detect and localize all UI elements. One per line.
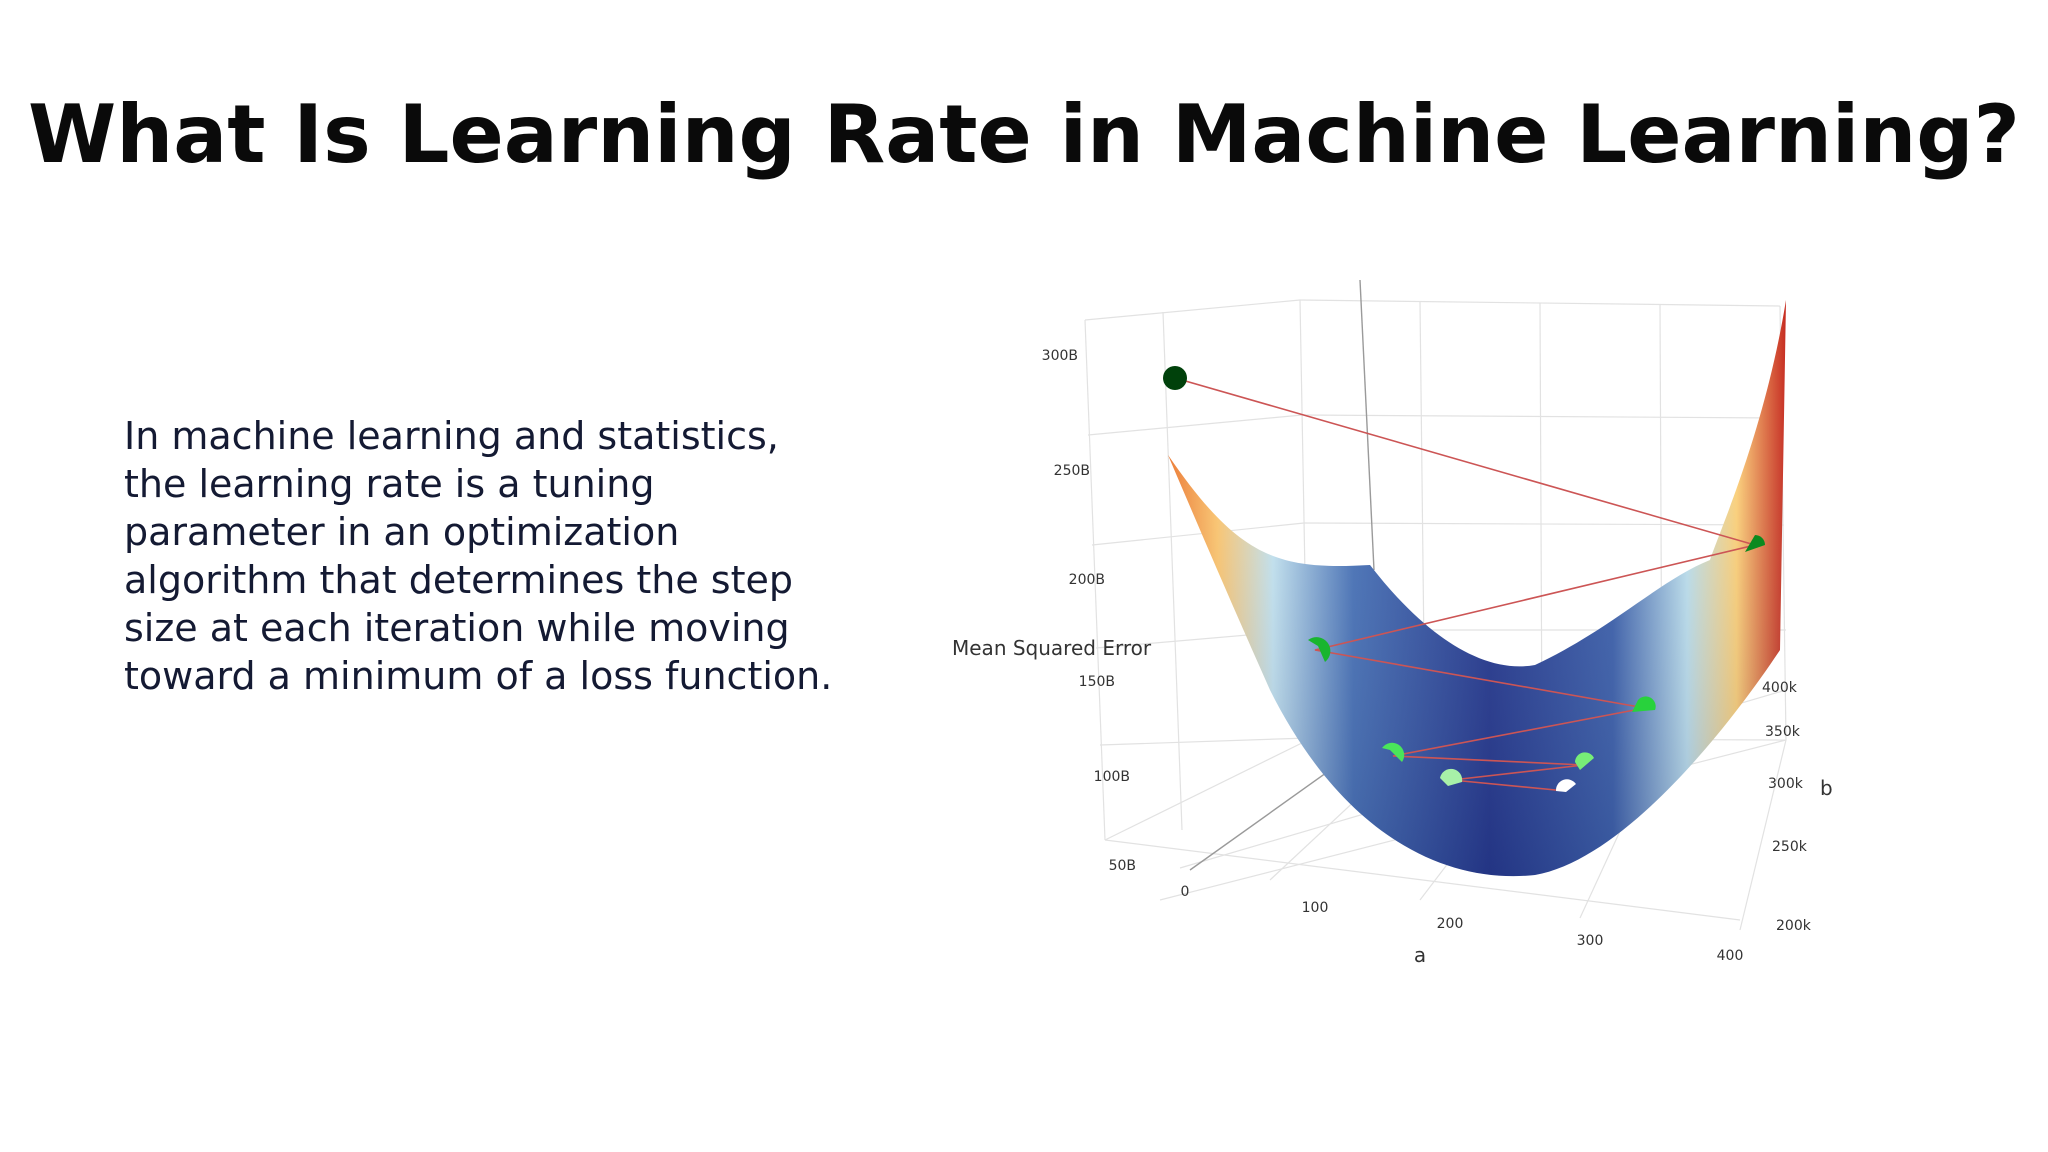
- descent-point: [1745, 535, 1765, 552]
- z-tick-label: 50B: [1109, 858, 1136, 874]
- descent-point: [1163, 366, 1187, 390]
- descent-point: [1575, 752, 1594, 770]
- descent-point: [1382, 742, 1405, 762]
- x-tick-label: 300: [1577, 933, 1604, 949]
- x-axis-ticks: 0 100 200 300 400: [1181, 884, 1744, 964]
- slide-body-text: In machine learning and statistics, the …: [124, 414, 833, 698]
- z-axis-ticks: 300B 250B 200B 150B 100B 50B: [1042, 348, 1136, 874]
- y-axis-ticks: 400k 350k 300k 250k 200k: [1762, 680, 1812, 934]
- y-axis-title: b: [1820, 776, 1833, 800]
- y-tick-label: 350k: [1765, 724, 1801, 740]
- x-axis-title: a: [1414, 943, 1426, 967]
- z-tick-label: 250B: [1054, 463, 1090, 479]
- descent-path-line: [1174, 377, 1759, 792]
- descent-points: [1163, 366, 1765, 792]
- descent-point: [1308, 637, 1331, 662]
- loss-surface-chart: 300B 250B 200B 150B 100B 50B Mean Square…: [952, 279, 1833, 967]
- descent-point: [1632, 696, 1656, 712]
- slide-title: What Is Learning Rate in Machine Learnin…: [28, 88, 2020, 181]
- y-tick-label: 200k: [1776, 918, 1812, 934]
- x-tick-label: 200: [1437, 916, 1464, 932]
- x-tick-label: 100: [1302, 900, 1329, 916]
- z-axis-title: Mean Squared Error: [952, 636, 1152, 660]
- z-tick-label: 150B: [1079, 674, 1115, 690]
- y-tick-label: 400k: [1762, 680, 1798, 696]
- y-tick-label: 250k: [1772, 839, 1808, 855]
- x-tick-label: 400: [1717, 948, 1744, 964]
- z-tick-label: 100B: [1094, 769, 1130, 785]
- z-tick-label: 200B: [1069, 572, 1105, 588]
- y-tick-label: 300k: [1768, 776, 1804, 792]
- x-tick-label: 0: [1181, 884, 1190, 900]
- descent-point: [1440, 768, 1463, 786]
- z-tick-label: 300B: [1042, 348, 1078, 364]
- descent-point: [1555, 779, 1576, 792]
